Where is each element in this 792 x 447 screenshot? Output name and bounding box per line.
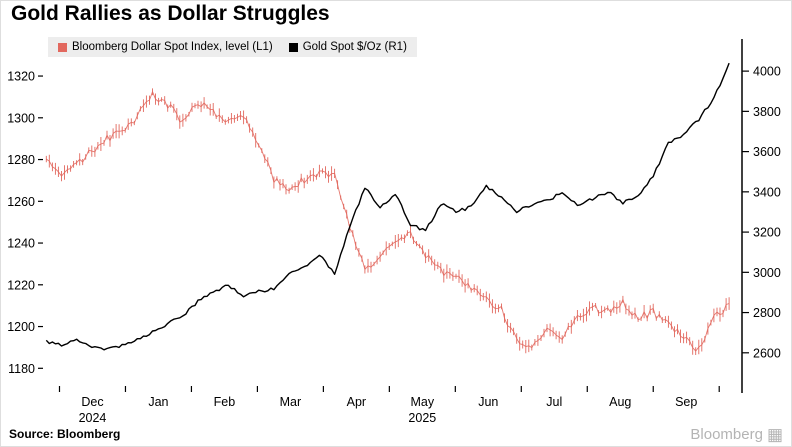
x-axis-month-label: Apr (347, 395, 366, 409)
x-axis-month-label: Aug (609, 395, 631, 409)
dollar-index-series-line (46, 91, 730, 352)
x-axis-month-label: Feb (214, 395, 236, 409)
left-axis-tick-label: 1200 (7, 320, 35, 334)
x-axis-year-label: 2025 (408, 411, 436, 425)
legend-swatch-dollar-icon (58, 42, 67, 52)
dollar-index-series-bars (45, 88, 730, 355)
legend: Bloomberg Dollar Spot Index, level (L1) … (48, 37, 417, 57)
right-axis-tick-label: 3400 (753, 185, 781, 199)
bloomberg-logo-icon: ▦ (766, 425, 783, 444)
right-axis-tick-label: 4000 (753, 65, 781, 79)
left-axis-tick-label: 1180 (8, 362, 35, 376)
left-axis-tick-label: 1260 (7, 195, 35, 209)
legend-label-gold-spot: Gold Spot $/Oz (R1) (302, 41, 407, 53)
bloomberg-watermark: Bloomberg ▦ (690, 426, 783, 443)
left-axis-tick-label: 1300 (7, 111, 35, 125)
right-axis-tick-label: 2800 (753, 306, 781, 320)
x-axis-month-label: Dec (81, 395, 103, 409)
legend-label-dollar-index: Bloomberg Dollar Spot Index, level (L1) (72, 41, 273, 53)
x-axis-month-label: May (411, 395, 435, 409)
legend-item-gold-spot: Gold Spot $/Oz (R1) (288, 41, 407, 53)
legend-item-dollar-index: Bloomberg Dollar Spot Index, level (L1) (58, 41, 273, 53)
left-axis-tick-label: 1220 (7, 278, 35, 292)
x-axis-month-label: Sep (675, 395, 697, 409)
right-axis-tick-label: 3600 (753, 145, 781, 159)
source-label: Source: Bloomberg (9, 427, 121, 441)
x-axis-month-label: Mar (280, 395, 302, 409)
right-axis-tick-label: 3000 (753, 266, 781, 280)
right-axis-tick-label: 3200 (753, 226, 781, 240)
x-axis-year-label: 2024 (79, 411, 107, 425)
left-axis-tick-label: 1320 (7, 70, 35, 84)
x-axis-month-label: Jun (478, 395, 498, 409)
left-axis-tick-label: 1280 (7, 153, 35, 167)
gold-spot-series-line (45, 62, 730, 351)
right-axis-tick-label: 2600 (753, 346, 781, 360)
chart-title: Gold Rallies as Dollar Struggles (11, 2, 330, 25)
right-axis-tick-label: 3800 (753, 105, 781, 119)
x-axis-month-label: Jan (148, 395, 168, 409)
legend-swatch-gold-icon (288, 42, 298, 52)
x-axis-month-label: Jul (546, 395, 562, 409)
bloomberg-watermark-text: Bloomberg (690, 426, 763, 443)
left-axis-tick-label: 1240 (7, 237, 35, 251)
